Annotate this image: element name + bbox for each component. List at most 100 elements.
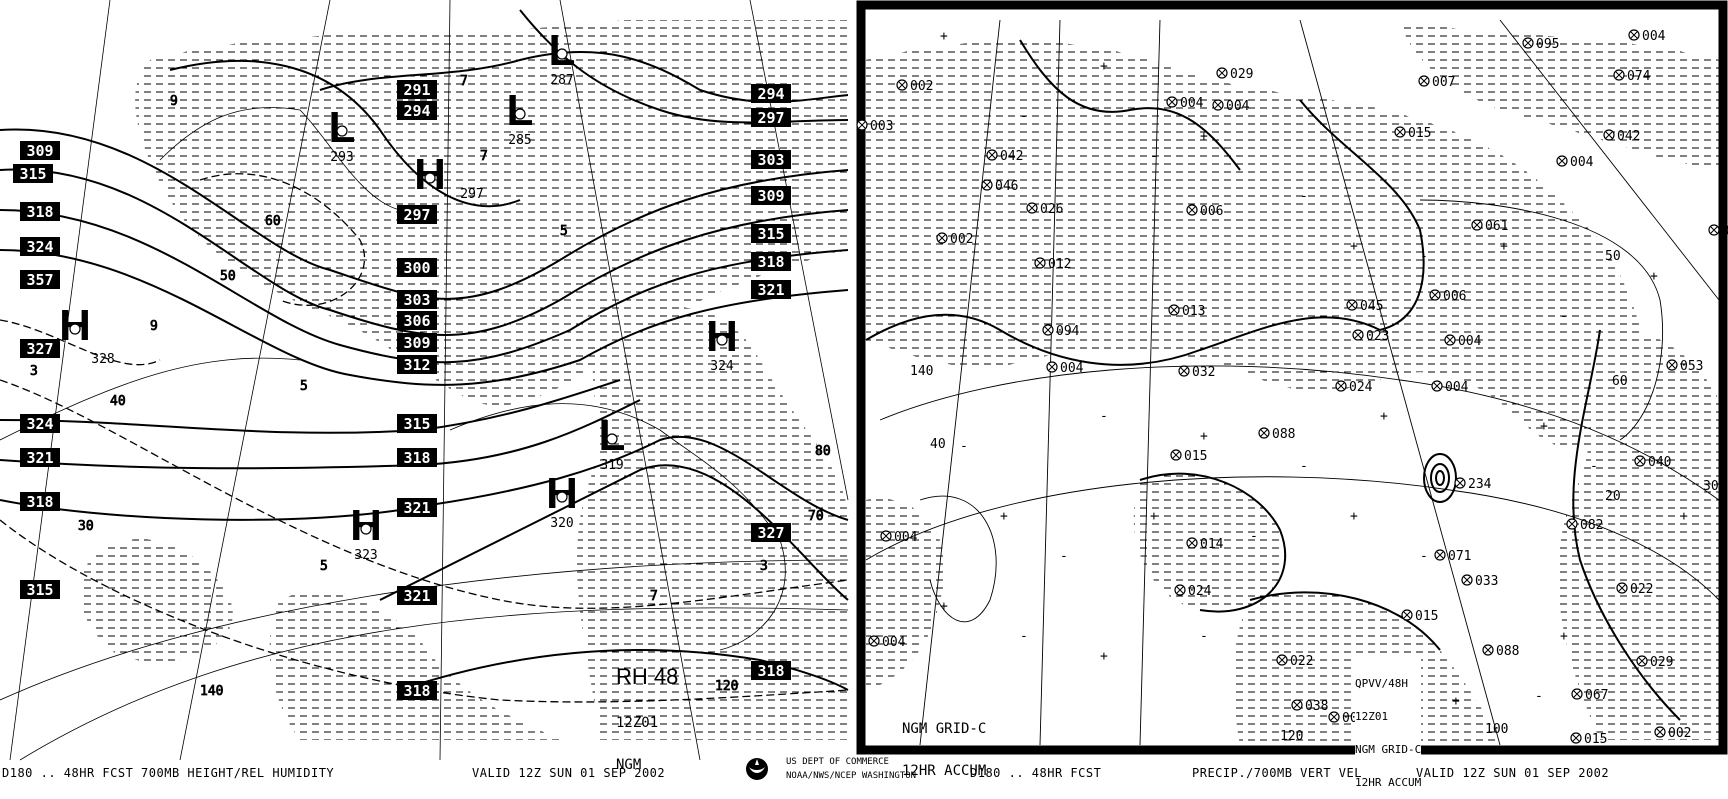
max-marker-cross xyxy=(1260,429,1268,437)
low-pressure-center: L285 xyxy=(507,86,534,148)
model-name: NGM xyxy=(616,757,642,773)
height-label-text: 318 xyxy=(26,203,53,221)
max-marker-cross xyxy=(1170,306,1178,314)
height-label-text: 303 xyxy=(403,291,430,309)
height-label-text: 318 xyxy=(403,449,430,467)
max-marker-cross xyxy=(1524,39,1532,47)
height-label: 297 xyxy=(751,108,791,127)
height-label: 297 xyxy=(397,205,437,224)
left-footer-title: D180 .. 48HR FCST 700MB HEIGHT/REL HUMID… xyxy=(2,766,335,780)
contour-label: 40 xyxy=(110,394,126,409)
precip-value: 068 xyxy=(1708,224,1728,239)
rh-title: RH 48 xyxy=(616,664,679,689)
height-label: 312 xyxy=(397,355,437,374)
center-marker-icon xyxy=(716,334,728,346)
height-label: 321 xyxy=(20,448,60,467)
contour-label: 80 xyxy=(815,444,831,459)
contour-label: 9 xyxy=(150,319,158,334)
height-label: 327 xyxy=(20,339,60,358)
contour-label: 30 xyxy=(1703,479,1719,494)
contour-label: 120 xyxy=(1280,729,1303,744)
max-marker-cross xyxy=(988,151,996,159)
height-label-text: 303 xyxy=(757,151,784,169)
precip-value: 015 xyxy=(1401,609,1438,624)
height-label: 294 xyxy=(751,84,791,103)
plus-sign-icon: + xyxy=(940,29,948,44)
precip-value-text: 046 xyxy=(995,179,1018,194)
precip-value: 003 xyxy=(856,119,893,134)
plus-sign-icon: + xyxy=(1200,429,1208,444)
precip-value: 094 xyxy=(1042,324,1080,339)
precip-value-text: 033 xyxy=(1475,574,1498,589)
precip-value-text: 023 xyxy=(1366,329,1389,344)
height-label-text: 312 xyxy=(403,356,430,374)
height-label: 327 xyxy=(751,523,791,542)
grid-line1: NGM GRID-C xyxy=(902,721,987,737)
height-label-text: 318 xyxy=(757,662,784,680)
height-label-text: 324 xyxy=(26,238,53,256)
max-marker-cross xyxy=(1036,259,1044,267)
precip-value-text: 095 xyxy=(1536,37,1559,52)
low-pressure-center: L293 xyxy=(329,103,356,165)
precip-value-text: 004 xyxy=(882,635,906,650)
contour-label: 3 xyxy=(760,559,768,574)
max-marker-cross xyxy=(882,532,890,540)
height-label: 318 xyxy=(397,681,437,700)
plus-sign-icon: + xyxy=(1100,649,1108,664)
grid-annotation: NGM GRID-C 12HR ACCUM xyxy=(902,694,986,792)
contour-label: 40 xyxy=(930,437,946,452)
height-label-text: 318 xyxy=(403,682,430,700)
height-label: 324 xyxy=(20,237,60,256)
contour-label: 5 xyxy=(320,559,328,574)
height-label: 300 xyxy=(397,258,437,277)
plus-sign-icon: + xyxy=(1650,269,1658,284)
precip-value: 015 xyxy=(1170,449,1207,464)
precip-value-text: 022 xyxy=(1290,654,1313,669)
max-marker-cross xyxy=(1420,77,1428,85)
max-marker-cross xyxy=(1048,363,1056,371)
height-label: 303 xyxy=(397,290,437,309)
height-label-text: 315 xyxy=(19,165,46,183)
max-marker-cross xyxy=(1568,520,1576,528)
precip-value-text: 015 xyxy=(1415,609,1438,624)
precip-value-text: 007 xyxy=(1432,75,1455,90)
precip-value: 022 xyxy=(1616,582,1653,597)
precip-value-text: 024 xyxy=(1349,380,1373,395)
precip-value: 014 xyxy=(1186,537,1224,552)
precip-value: 074 xyxy=(1613,69,1651,84)
precip-value: 004 xyxy=(1444,334,1482,349)
center-value: 319 xyxy=(600,458,623,473)
precip-value: 004 xyxy=(1431,380,1469,395)
precip-value: 042 xyxy=(986,149,1023,164)
precip-value: 022 xyxy=(1276,654,1313,669)
contour-label: 140 xyxy=(200,684,223,699)
contour-label: 3 xyxy=(30,364,38,379)
height-label-text: 321 xyxy=(403,587,430,605)
contour-labels: 50 60 40 140 120 100 20 30 xyxy=(910,249,1719,744)
rh-annotation: RH 48 12Z01 NGM xyxy=(616,638,678,786)
precip-value: 026 xyxy=(1026,202,1063,217)
grid-line2: 12HR ACCUM xyxy=(902,763,987,779)
max-marker-cross xyxy=(1558,157,1566,165)
max-marker-cross xyxy=(898,81,906,89)
precip-values: 095 004 074 042 004 002 003 042 026 046 006 002 012 0… xyxy=(856,29,1728,747)
minus-sign-icon: - xyxy=(1420,549,1428,564)
precip-value: 024 xyxy=(1335,380,1373,395)
center-marker-icon xyxy=(556,48,568,60)
plus-sign-icon: + xyxy=(1560,629,1568,644)
plus-sign-icon: + xyxy=(1452,694,1460,709)
precip-value: 023 xyxy=(1352,329,1389,344)
precip-value: 006 xyxy=(1186,204,1223,219)
precip-value: 004 xyxy=(1046,361,1084,376)
precip-value: 053 xyxy=(1666,359,1703,374)
height-label: 318 xyxy=(751,252,791,271)
height-label: 315 xyxy=(20,580,60,599)
max-marker-cross xyxy=(1168,98,1176,106)
center-value: 297 xyxy=(460,187,483,202)
contour-label: 9 xyxy=(170,94,178,109)
plus-sign-icon: + xyxy=(1500,239,1508,254)
center-value: 328 xyxy=(91,352,114,367)
precip-value-text: 088 xyxy=(1272,427,1295,442)
precip-value-text: 026 xyxy=(1040,202,1063,217)
precip-value: 082 xyxy=(1566,518,1603,533)
